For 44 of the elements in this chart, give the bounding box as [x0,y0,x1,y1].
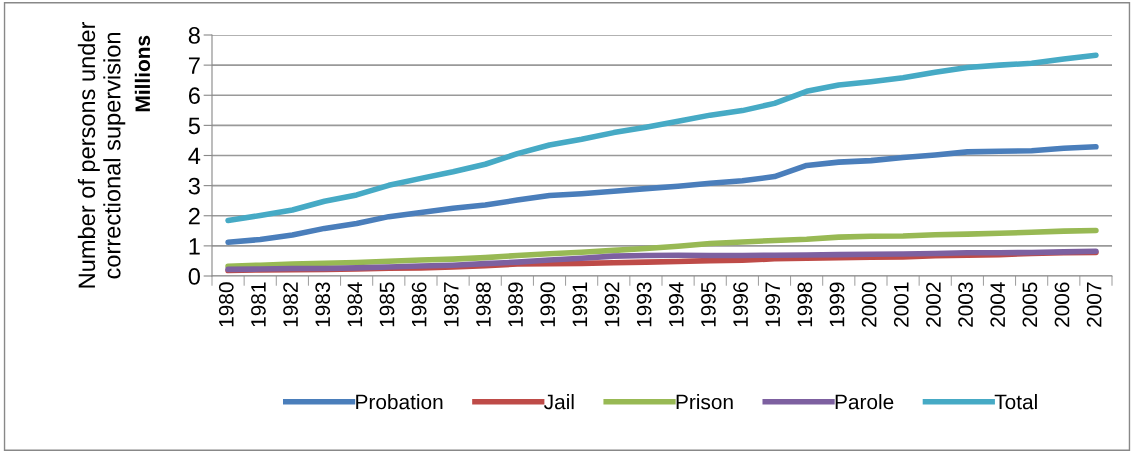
x-tick-label: 1986 [411,282,427,327]
x-tick-label: 1983 [315,282,331,327]
x-tick-label: 1991 [572,282,588,327]
x-tick-label: 1993 [636,282,652,327]
x-tick-label: 1984 [347,282,363,327]
x-tick-label: 1996 [733,282,748,327]
x-tick-label: 2005 [1022,282,1038,327]
y-tick-label: 5 [188,117,200,135]
x-tick-label: 1992 [604,282,620,327]
legend-label: Total [994,394,1037,410]
x-tick-label: 2006 [1054,282,1070,327]
legend-label: Prison [676,394,733,410]
legend-label: Parole [835,394,894,410]
y-axis-title: Number of persons under correctional supervision [77,22,126,288]
x-tick-label: 1997 [765,282,781,327]
x-tick-label: 1985 [379,282,395,327]
legend-label: Jail [544,394,574,410]
x-tick-label: 1987 [443,282,459,327]
y-tick-label: 1 [189,238,200,255]
x-tick-label: 1989 [508,282,523,327]
x-tick-label: 2007 [1086,282,1102,327]
x-tick-label: 2000 [861,282,877,327]
x-tick-label: 1988 [476,282,491,327]
x-tick-label: 1999 [829,282,845,327]
text: Millions [134,35,151,112]
x-tick-label: 1998 [797,282,813,327]
x-tick-label: 1982 [283,282,298,327]
x-tick-label: 1981 [251,282,266,327]
x-tick-label: 2003 [958,282,973,327]
x-tick-label: 2001 [893,282,909,327]
y-tick-label: 2 [188,207,200,225]
y-tick-label: 4 [188,147,201,165]
x-tick-label: 1995 [701,282,716,327]
y-tick-label: 6 [188,87,200,105]
x-tick-label: 1990 [540,282,556,327]
y-tick-label: 8 [188,27,200,44]
y-tick-label: 3 [188,177,200,195]
x-tick-label: 2004 [990,282,1006,327]
y-tick-label: 0 [188,268,200,285]
y-tick-label: 7 [188,57,200,74]
legend-label: Probation [356,394,443,410]
x-tick-label: 1980 [218,282,234,327]
x-tick-label: 2002 [926,282,941,327]
x-tick-label: 1994 [668,282,684,327]
